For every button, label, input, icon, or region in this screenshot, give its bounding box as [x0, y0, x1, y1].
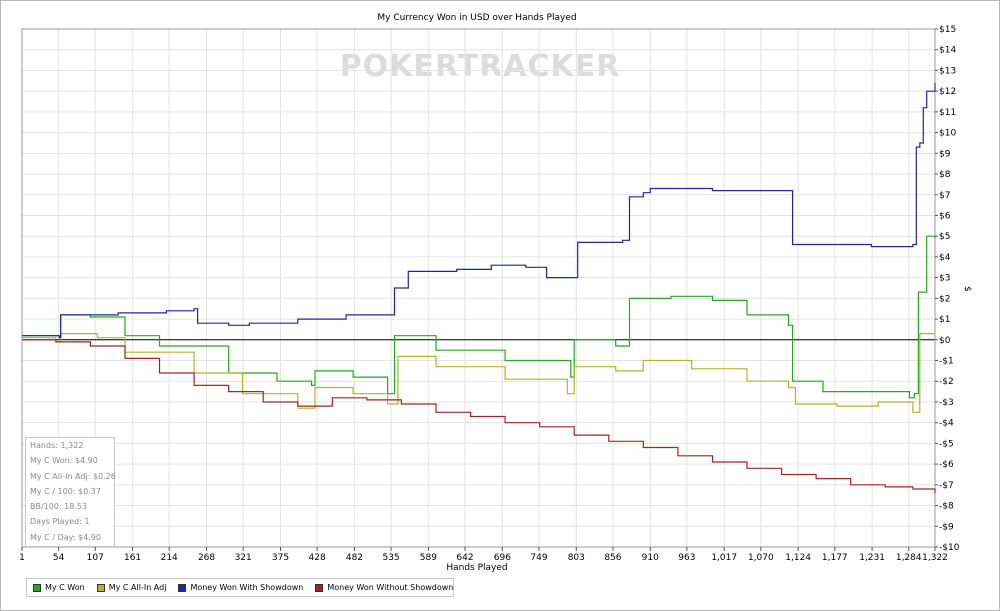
x-tick-label: 910: [642, 553, 659, 563]
y-tick-label: $3: [939, 274, 950, 284]
stat-line: Hands: 1,322: [30, 441, 84, 450]
legend-swatch: [33, 583, 41, 592]
y-tick-label: $9: [939, 149, 951, 159]
x-tick-label: 1,231: [859, 553, 885, 563]
stat-line: BB/100: 18.53: [30, 502, 88, 512]
y-tick-label: $14: [939, 46, 956, 56]
y-tick-label: -$6: [939, 460, 954, 470]
x-tick-label: 428: [309, 553, 326, 563]
y-tick-label: $11: [939, 108, 956, 118]
x-tick-label: 589: [420, 553, 437, 563]
series-line: [22, 82, 936, 339]
y-tick-label: $8: [939, 170, 951, 180]
y-tick-label: $0: [939, 336, 951, 346]
x-tick-label: 161: [124, 553, 141, 563]
legend-item[interactable]: Money Won Without Showdown: [315, 583, 453, 592]
y-tick-label: $1: [939, 315, 950, 325]
y-tick-label: -$10: [939, 543, 960, 553]
x-tick-label: 1,322: [922, 553, 948, 563]
series-line: [22, 333, 935, 413]
x-tick-label: 482: [346, 553, 363, 563]
x-tick-label: 696: [494, 553, 511, 563]
x-tick-label: 1,017: [711, 553, 737, 563]
x-tick-label: 214: [161, 553, 178, 563]
legend-item[interactable]: Money Won With Showdown: [178, 583, 303, 592]
x-tick-label: 642: [456, 553, 473, 563]
plot-area: [21, 28, 936, 548]
x-tick-label: 963: [678, 553, 695, 563]
stat-line: My C / Day: $4.90: [30, 532, 101, 542]
legend: My C Won My C All-In Adj Money Won With Sh…: [26, 578, 454, 597]
x-tick-label: 1,070: [748, 553, 774, 563]
x-tick-label: 107: [87, 553, 104, 563]
legend-swatch: [178, 583, 187, 592]
chart-title: My Currency Won in USD over Hands Played: [377, 13, 576, 23]
legend-label: Money Won With Showdown: [190, 583, 304, 592]
pokertracker-watermark: POKERTRACKER: [340, 49, 621, 84]
y-tick-label: $13: [939, 66, 956, 76]
x-axis-label: Hands Played: [446, 563, 507, 573]
x-tick-label: 1,284: [896, 553, 922, 563]
x-tick-label: 375: [272, 553, 289, 563]
x-tick-label: 321: [235, 553, 252, 563]
x-tick-label: 1,124: [785, 553, 811, 563]
x-tick-label: 803: [568, 553, 585, 563]
series-line: [22, 235, 936, 399]
y-tick-label: -$7: [939, 481, 954, 491]
y-tick-label: $7: [939, 191, 950, 201]
stat-line: Days Played: 1: [30, 517, 90, 527]
stat-line: My C Won: $4.90: [30, 456, 98, 466]
y-tick-label: -$9: [939, 522, 954, 532]
y-tick-label: -$5: [939, 439, 954, 449]
grid: [21, 28, 936, 548]
y-tick-label: $12: [939, 87, 956, 97]
x-tick-label: 749: [530, 553, 547, 563]
y-axis-label: $: [962, 286, 972, 292]
y-axis-ticks: $15 $14 $13 $12 $11 $10 $9 $8 $7 $6 $5 $4 $3 $2 $1 $0 -$…: [935, 25, 960, 553]
x-axis-ticks: 1 54 107 161 214 268 321 375 428 482 535 589 642 696 7…: [19, 547, 948, 563]
y-tick-label: -$2: [939, 377, 954, 387]
x-tick-label: 268: [198, 553, 215, 563]
legend-item[interactable]: My C Won: [33, 583, 85, 592]
legend-label: Money Won Without Showdown: [327, 583, 454, 592]
series-line: [22, 339, 936, 494]
legend-swatch: [315, 583, 324, 592]
legend-swatch: [96, 583, 105, 592]
legend-label: My C Won: [45, 583, 85, 592]
y-tick-label: -$1: [939, 357, 954, 367]
legend-label: My C All-In Adj: [108, 583, 167, 592]
y-tick-label: $4: [939, 253, 951, 263]
y-tick-label: $5: [939, 232, 950, 242]
x-tick-label: 535: [382, 553, 399, 563]
y-tick-label: $10: [939, 129, 956, 139]
x-tick-label: 856: [604, 553, 621, 563]
x-tick-label: 54: [53, 553, 65, 563]
stat-line: My C / 100: $0.37: [30, 486, 101, 496]
y-tick-label: $6: [939, 211, 951, 221]
legend-item[interactable]: My C All-In Adj: [96, 583, 167, 592]
y-tick-label: $2: [939, 294, 950, 304]
series-lines: [22, 82, 936, 494]
y-tick-label: -$8: [939, 502, 954, 512]
y-tick-label: -$4: [939, 419, 954, 429]
y-tick-label: $15: [939, 25, 956, 35]
y-tick-label: -$3: [939, 398, 954, 408]
x-tick-label: 1: [19, 553, 25, 563]
stat-line: My C All-In Adj: $0.26: [30, 471, 116, 481]
stats-box: Hands: 1,322 My C Won: $4.90 My C All-In A…: [25, 437, 116, 547]
x-tick-label: 1,177: [822, 553, 848, 563]
